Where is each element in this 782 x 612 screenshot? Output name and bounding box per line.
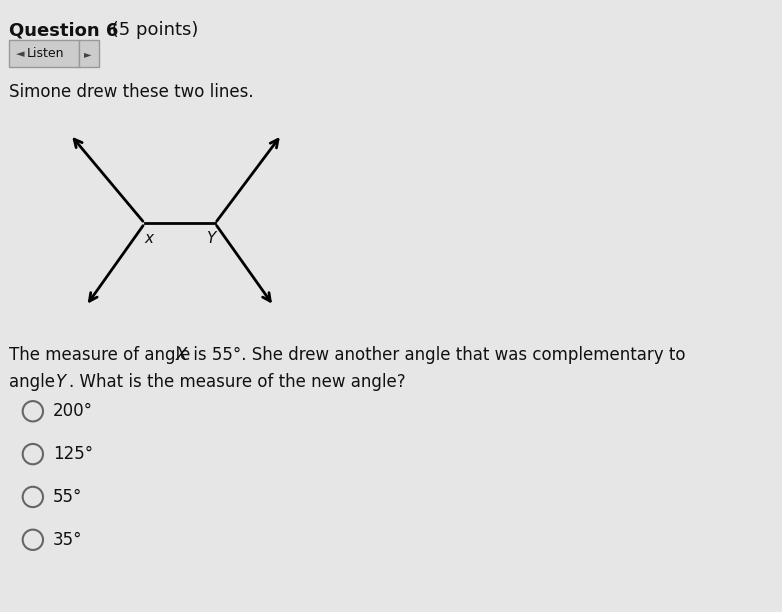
Text: Y: Y xyxy=(206,231,216,246)
Text: Listen: Listen xyxy=(27,47,64,61)
FancyBboxPatch shape xyxy=(79,40,99,67)
Text: Y: Y xyxy=(56,373,66,391)
Text: 55°: 55° xyxy=(53,488,83,506)
Text: 200°: 200° xyxy=(53,402,93,420)
Text: ◄: ◄ xyxy=(16,49,24,59)
Text: x: x xyxy=(144,231,153,246)
Text: (5 points): (5 points) xyxy=(106,21,198,39)
Text: Question 6: Question 6 xyxy=(9,21,119,39)
Text: ►: ► xyxy=(84,49,92,59)
Text: Simone drew these two lines.: Simone drew these two lines. xyxy=(9,83,254,100)
Text: X: X xyxy=(176,346,188,364)
Text: 35°: 35° xyxy=(53,531,83,549)
Text: The measure of angle: The measure of angle xyxy=(9,346,196,364)
Text: angle: angle xyxy=(9,373,61,391)
FancyBboxPatch shape xyxy=(9,40,79,67)
Text: . What is the measure of the new angle?: . What is the measure of the new angle? xyxy=(69,373,405,391)
Text: 125°: 125° xyxy=(53,445,93,463)
Text: is 55°. She drew another angle that was complementary to: is 55°. She drew another angle that was … xyxy=(188,346,686,364)
